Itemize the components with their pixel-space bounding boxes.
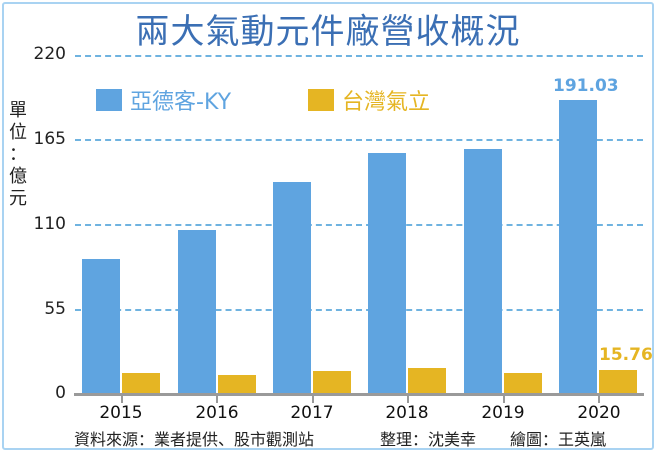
y-tick-label: 0 (55, 383, 66, 403)
x-axis (74, 393, 644, 396)
legend-label: 台灣氣立 (342, 90, 431, 115)
bar-airtac-2016 (178, 230, 216, 394)
x-tick (216, 393, 218, 403)
bar-chelic-2019 (504, 373, 542, 394)
bar-airtac-2018 (368, 153, 406, 394)
chart-title: 兩大氣動元件廠營收概況 (135, 12, 521, 52)
legend-swatch-blue (96, 89, 122, 111)
x-tick-label: 2017 (290, 403, 334, 423)
data-label-airtac-2020: 191.03 (553, 76, 619, 96)
bar-chelic-2020 (599, 370, 637, 394)
y-tick-label: 55 (44, 299, 66, 319)
x-tick-label: 2019 (481, 403, 525, 423)
x-tick (407, 393, 409, 403)
legend-swatch-gold (308, 89, 334, 111)
x-tick-label: 2018 (385, 403, 429, 423)
y-axis-label-char: ： (9, 144, 27, 165)
bar-chelic-2015 (122, 373, 160, 394)
graphic-credit: 繪圖：王英嵐 (510, 430, 607, 449)
x-tick-label: 2016 (195, 403, 239, 423)
x-tick (598, 393, 600, 403)
y-tick-label: 165 (33, 129, 66, 149)
gridline (75, 224, 643, 226)
source-note: 資料來源：業者提供、股市觀測站 (74, 430, 315, 449)
legend-item-airtac: 亞德客-KY (96, 84, 231, 116)
gridline (75, 139, 643, 141)
bar-chelic-2018 (408, 368, 446, 394)
editor-credit: 整理：沈美幸 (380, 430, 477, 449)
y-axis-label: 單 位 ： 億 元 (8, 100, 28, 210)
x-tick (121, 393, 123, 403)
data-label-chelic-2020: 15.76 (599, 345, 653, 365)
bar-airtac-2020 (559, 100, 597, 394)
y-axis-label-char: 位 (9, 122, 27, 143)
bar-chelic-2017 (313, 371, 351, 394)
legend-label: 亞德客-KY (130, 90, 232, 115)
x-tick-label: 2020 (577, 403, 621, 423)
bar-airtac-2017 (273, 182, 311, 394)
y-axis-label-char: 元 (9, 188, 27, 209)
bar-airtac-2015 (82, 259, 120, 394)
y-tick-label: 110 (33, 214, 66, 234)
bar-chelic-2016 (218, 375, 256, 394)
legend-item-chelic: 台灣氣立 (308, 84, 430, 116)
bar-airtac-2019 (464, 149, 502, 394)
y-axis-label-char: 單 (9, 100, 27, 121)
x-tick (312, 393, 314, 403)
y-axis-label-char: 億 (9, 166, 27, 187)
x-tick (503, 393, 505, 403)
y-tick-label: 220 (33, 44, 66, 64)
gridline (75, 55, 643, 57)
gridline (75, 309, 643, 311)
x-tick-label: 2015 (99, 403, 143, 423)
